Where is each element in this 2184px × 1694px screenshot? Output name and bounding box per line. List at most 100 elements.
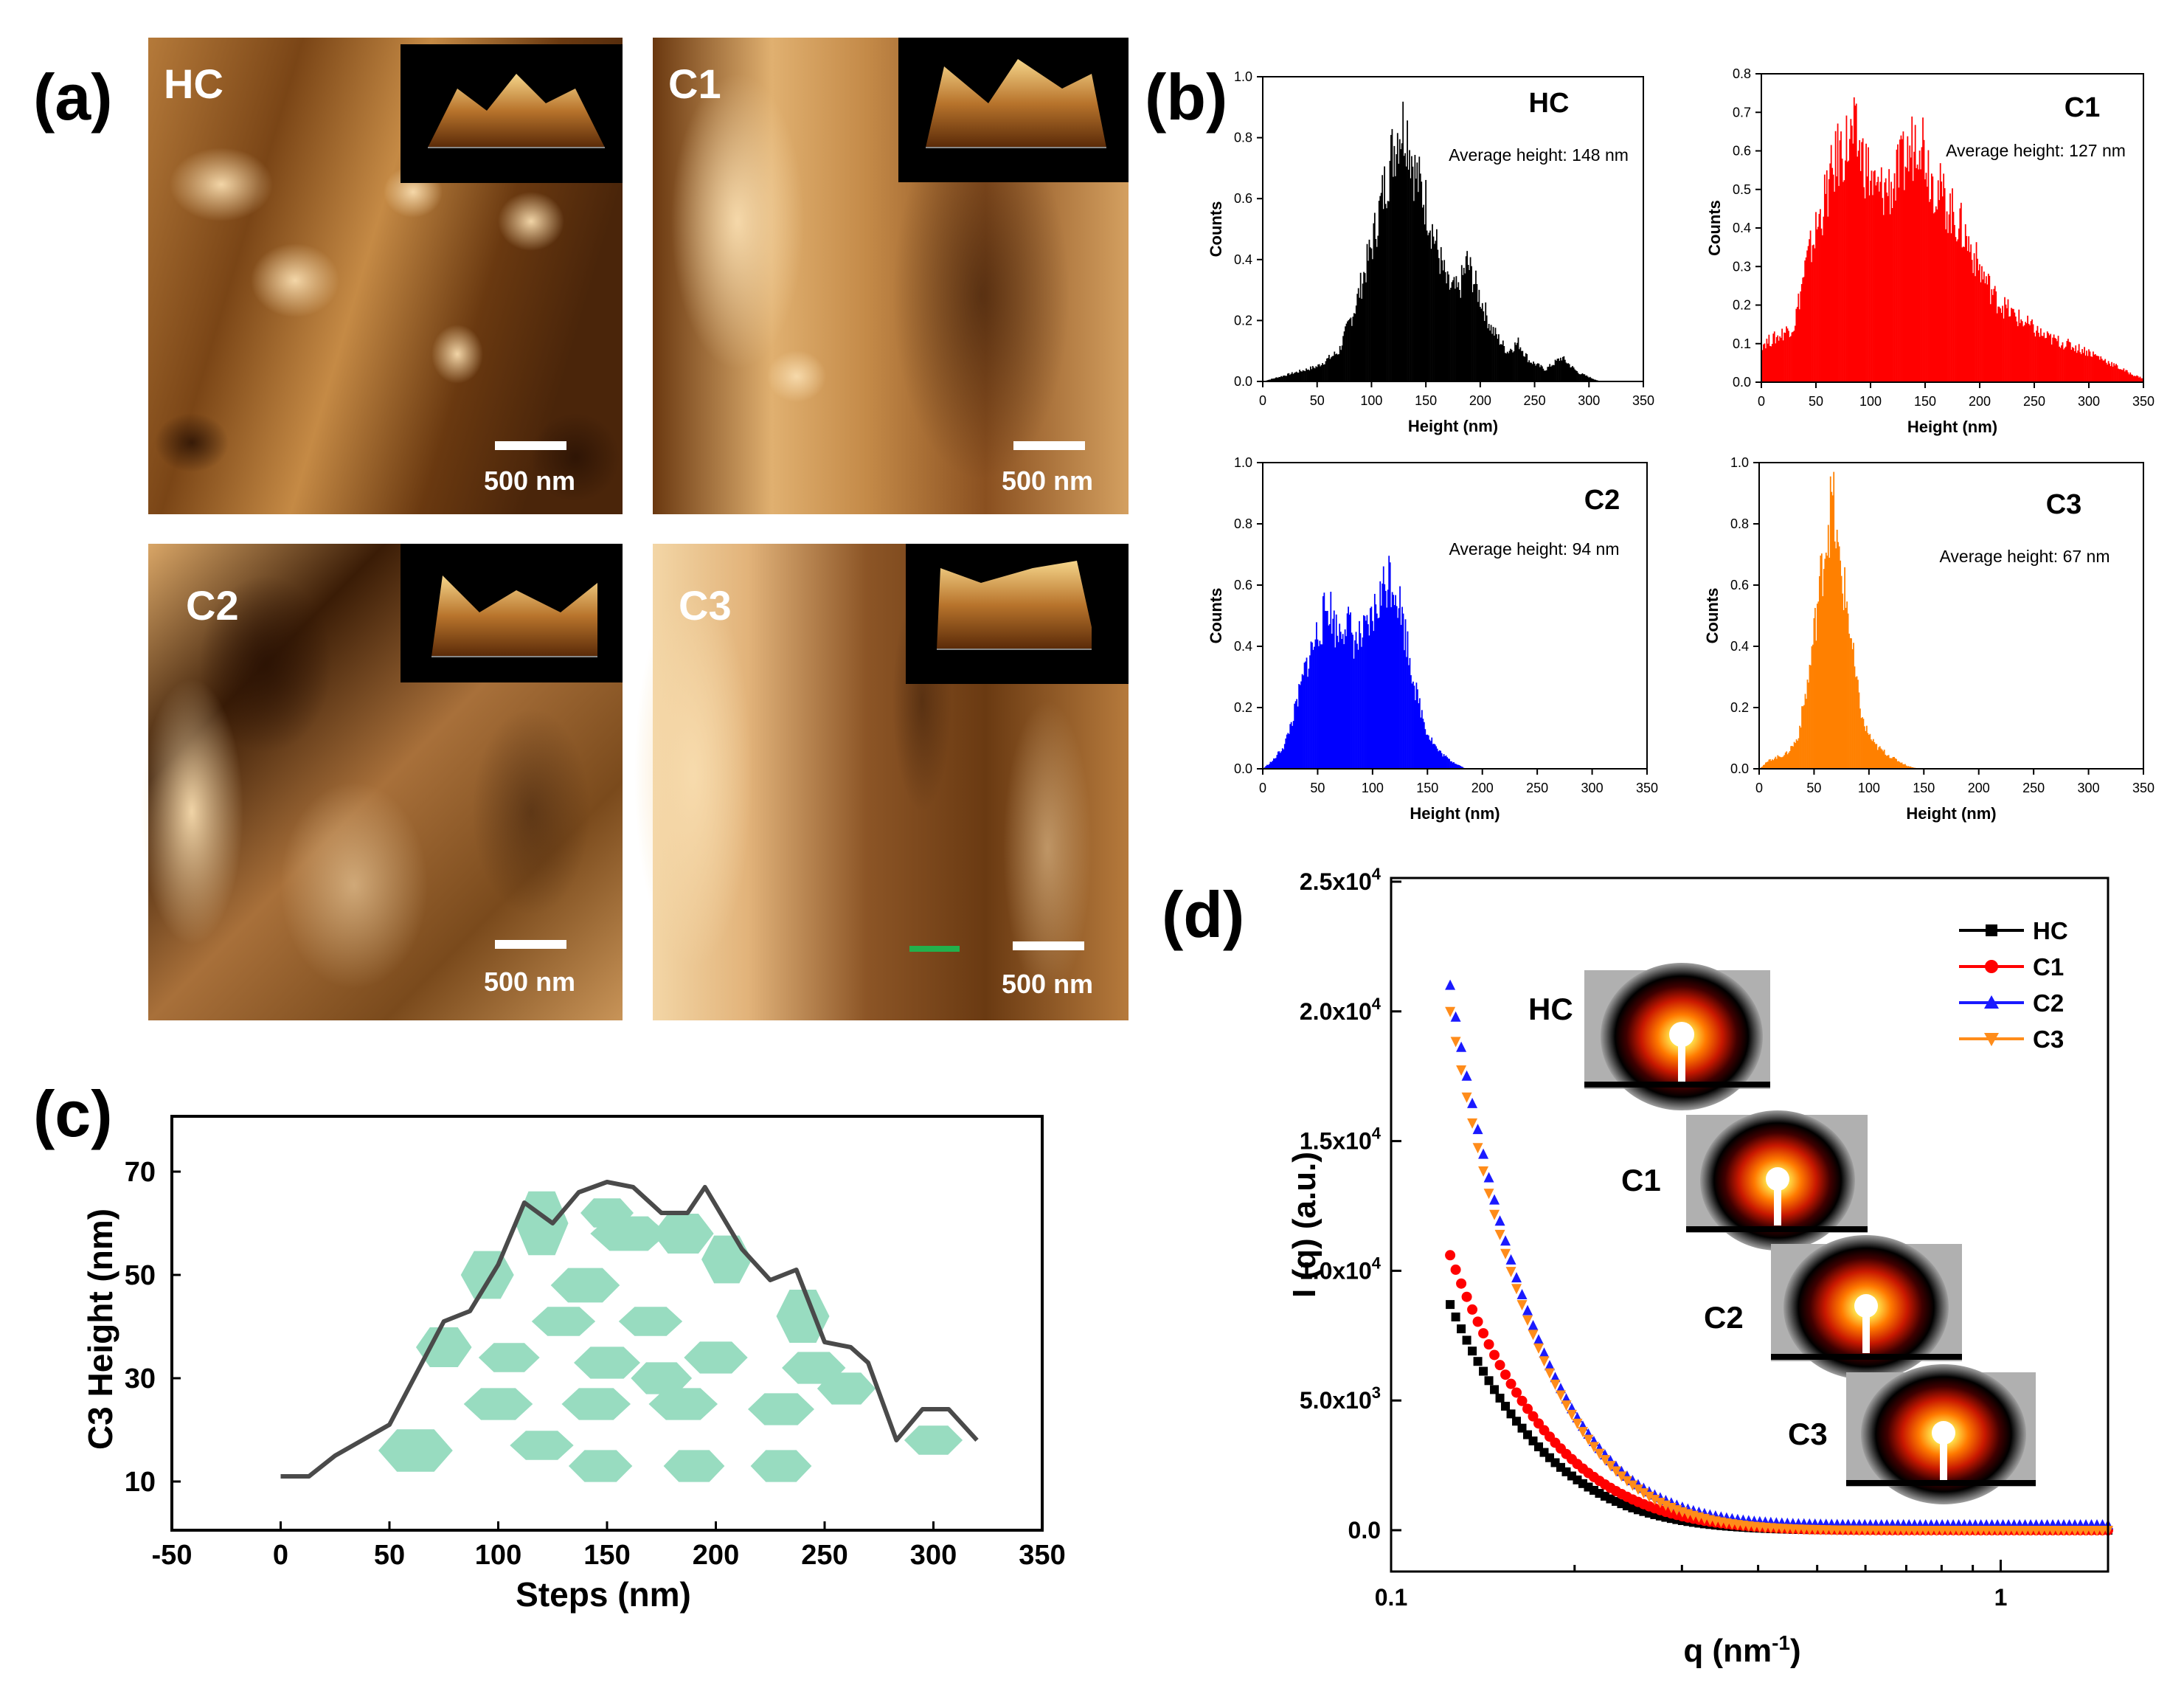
histogram-bar bbox=[1980, 282, 1982, 382]
histogram-bar bbox=[1825, 553, 1827, 769]
x-tick-label: 200 bbox=[1969, 394, 1991, 409]
histogram-bar bbox=[1378, 201, 1380, 381]
histogram-bar bbox=[1788, 331, 1789, 382]
histogram-bar bbox=[1388, 556, 1390, 769]
x-tick-label: 100 bbox=[1859, 394, 1882, 409]
histogram-bar bbox=[1780, 337, 1782, 382]
histogram-bar bbox=[1533, 362, 1534, 381]
y-tick-label: 0.0 bbox=[1234, 761, 1252, 776]
histogram-bar bbox=[1994, 286, 1996, 382]
histogram-bar bbox=[1361, 646, 1362, 769]
histogram-bar bbox=[1861, 142, 1863, 383]
histogram-bar bbox=[2055, 339, 2057, 382]
histogram-bar bbox=[1777, 335, 1779, 382]
saxs-intensity-chart: 0.1 10.05.0x1031.0x1041.5x1042.0x1042.5x1… bbox=[1286, 865, 2113, 1669]
histogram-bar bbox=[1304, 371, 1306, 381]
histogram-bar bbox=[1881, 749, 1883, 769]
data-point bbox=[1505, 1267, 1516, 1278]
histogram-bar bbox=[1460, 265, 1463, 381]
histogram-bar bbox=[1873, 741, 1876, 769]
histogram-bar bbox=[1565, 362, 1567, 381]
histogram-bar bbox=[2002, 305, 2003, 382]
histogram-bar bbox=[1402, 613, 1404, 769]
histogram-bar bbox=[1376, 613, 1378, 769]
data-point bbox=[1467, 1118, 1478, 1129]
histogram-bar bbox=[2114, 365, 2116, 382]
histogram-bar bbox=[1287, 373, 1289, 381]
histogram-bar bbox=[1916, 167, 1918, 382]
histogram-bar bbox=[1455, 276, 1457, 381]
histogram-bar bbox=[1996, 313, 1998, 382]
histogram-bar bbox=[2017, 326, 2019, 382]
histogram-bar bbox=[2081, 349, 2083, 382]
histogram-bar bbox=[1325, 611, 1328, 769]
x-axis-label-main: q (nm bbox=[1683, 1633, 1772, 1669]
histogram-bar bbox=[1415, 700, 1416, 769]
x-axis-label: Height (nm) bbox=[1907, 418, 1997, 436]
flake-hexagon bbox=[561, 1388, 631, 1420]
histogram-bar bbox=[1425, 734, 1427, 769]
histogram-bar bbox=[1311, 642, 1313, 769]
histogram-bar bbox=[1367, 260, 1369, 381]
data-point bbox=[1505, 1378, 1516, 1389]
panel-c-label: (c) bbox=[33, 1077, 113, 1150]
data-point bbox=[1500, 1248, 1511, 1259]
histogram-bar bbox=[1335, 614, 1337, 769]
histogram-bar bbox=[1887, 755, 1890, 769]
histogram-bar bbox=[1347, 321, 1348, 381]
histogram-bar bbox=[1843, 180, 1845, 383]
histogram-bar bbox=[1354, 640, 1356, 769]
histogram-bar bbox=[2003, 318, 2005, 382]
histogram-bar bbox=[1764, 764, 1766, 769]
histogram-bar bbox=[1401, 143, 1403, 381]
y-tick-mantissa: 2.0x10 bbox=[1300, 998, 1372, 1025]
histogram-bar bbox=[1865, 730, 1867, 769]
histogram-bar bbox=[1320, 644, 1322, 769]
histogram-bar bbox=[1912, 767, 1914, 769]
histogram-bar bbox=[1408, 665, 1410, 769]
histogram-bar bbox=[1786, 326, 1787, 382]
histogram-bar bbox=[2042, 336, 2044, 382]
panel-d-label: (d) bbox=[1162, 878, 1244, 951]
histogram-bar bbox=[1857, 680, 1859, 769]
flake-hexagon bbox=[531, 1307, 596, 1336]
histogram-bar bbox=[1305, 661, 1306, 769]
histogram-bar bbox=[1568, 364, 1570, 381]
y-axis-label: C3 Height (nm) bbox=[81, 1209, 119, 1450]
histogram-bar bbox=[1435, 746, 1438, 769]
histogram-bar bbox=[1446, 271, 1449, 381]
data-point bbox=[1490, 1385, 1500, 1394]
histogram-bar bbox=[1910, 766, 1912, 769]
histogram-bar bbox=[1297, 372, 1299, 381]
data-point bbox=[1472, 1143, 1483, 1154]
histogram-bar bbox=[2025, 322, 2027, 382]
data-point bbox=[1489, 1349, 1500, 1361]
histogram-bar bbox=[1345, 326, 1346, 381]
data-point bbox=[1522, 1315, 1533, 1326]
histogram-bar bbox=[1927, 187, 1928, 382]
histogram-bar bbox=[1879, 182, 1882, 383]
histogram-bar bbox=[1856, 676, 1858, 769]
data-point bbox=[1627, 1480, 1638, 1491]
histogram-bar bbox=[1820, 556, 1822, 769]
histogram-bar bbox=[1891, 758, 1893, 769]
histogram-bar bbox=[2048, 333, 2050, 382]
histogram-bar bbox=[1563, 356, 1565, 381]
histogram-bar bbox=[2019, 322, 2021, 382]
histogram-bar bbox=[1450, 288, 1452, 381]
histogram-bar bbox=[2136, 375, 2138, 382]
histogram-bar bbox=[1814, 607, 1816, 769]
histogram-bar bbox=[1882, 751, 1885, 769]
histogram-bar bbox=[1269, 379, 1272, 381]
histogram-bar bbox=[1573, 367, 1575, 381]
histogram-bar bbox=[2093, 354, 2095, 382]
histogram-bar bbox=[1868, 195, 1871, 382]
histogram-bar bbox=[1341, 345, 1343, 381]
histogram-bar bbox=[2115, 364, 2117, 382]
histogram-bar bbox=[1264, 767, 1266, 769]
panel-b-label: (b) bbox=[1145, 60, 1227, 134]
histogram-bar bbox=[1404, 153, 1407, 381]
histogram-bar bbox=[1384, 204, 1387, 381]
c3-height-profile-chart: -50 0 50 100 150 200 250 300 350 10 30 50 70 Steps (n… bbox=[81, 1115, 1066, 1614]
histogram-bar bbox=[1537, 363, 1539, 381]
